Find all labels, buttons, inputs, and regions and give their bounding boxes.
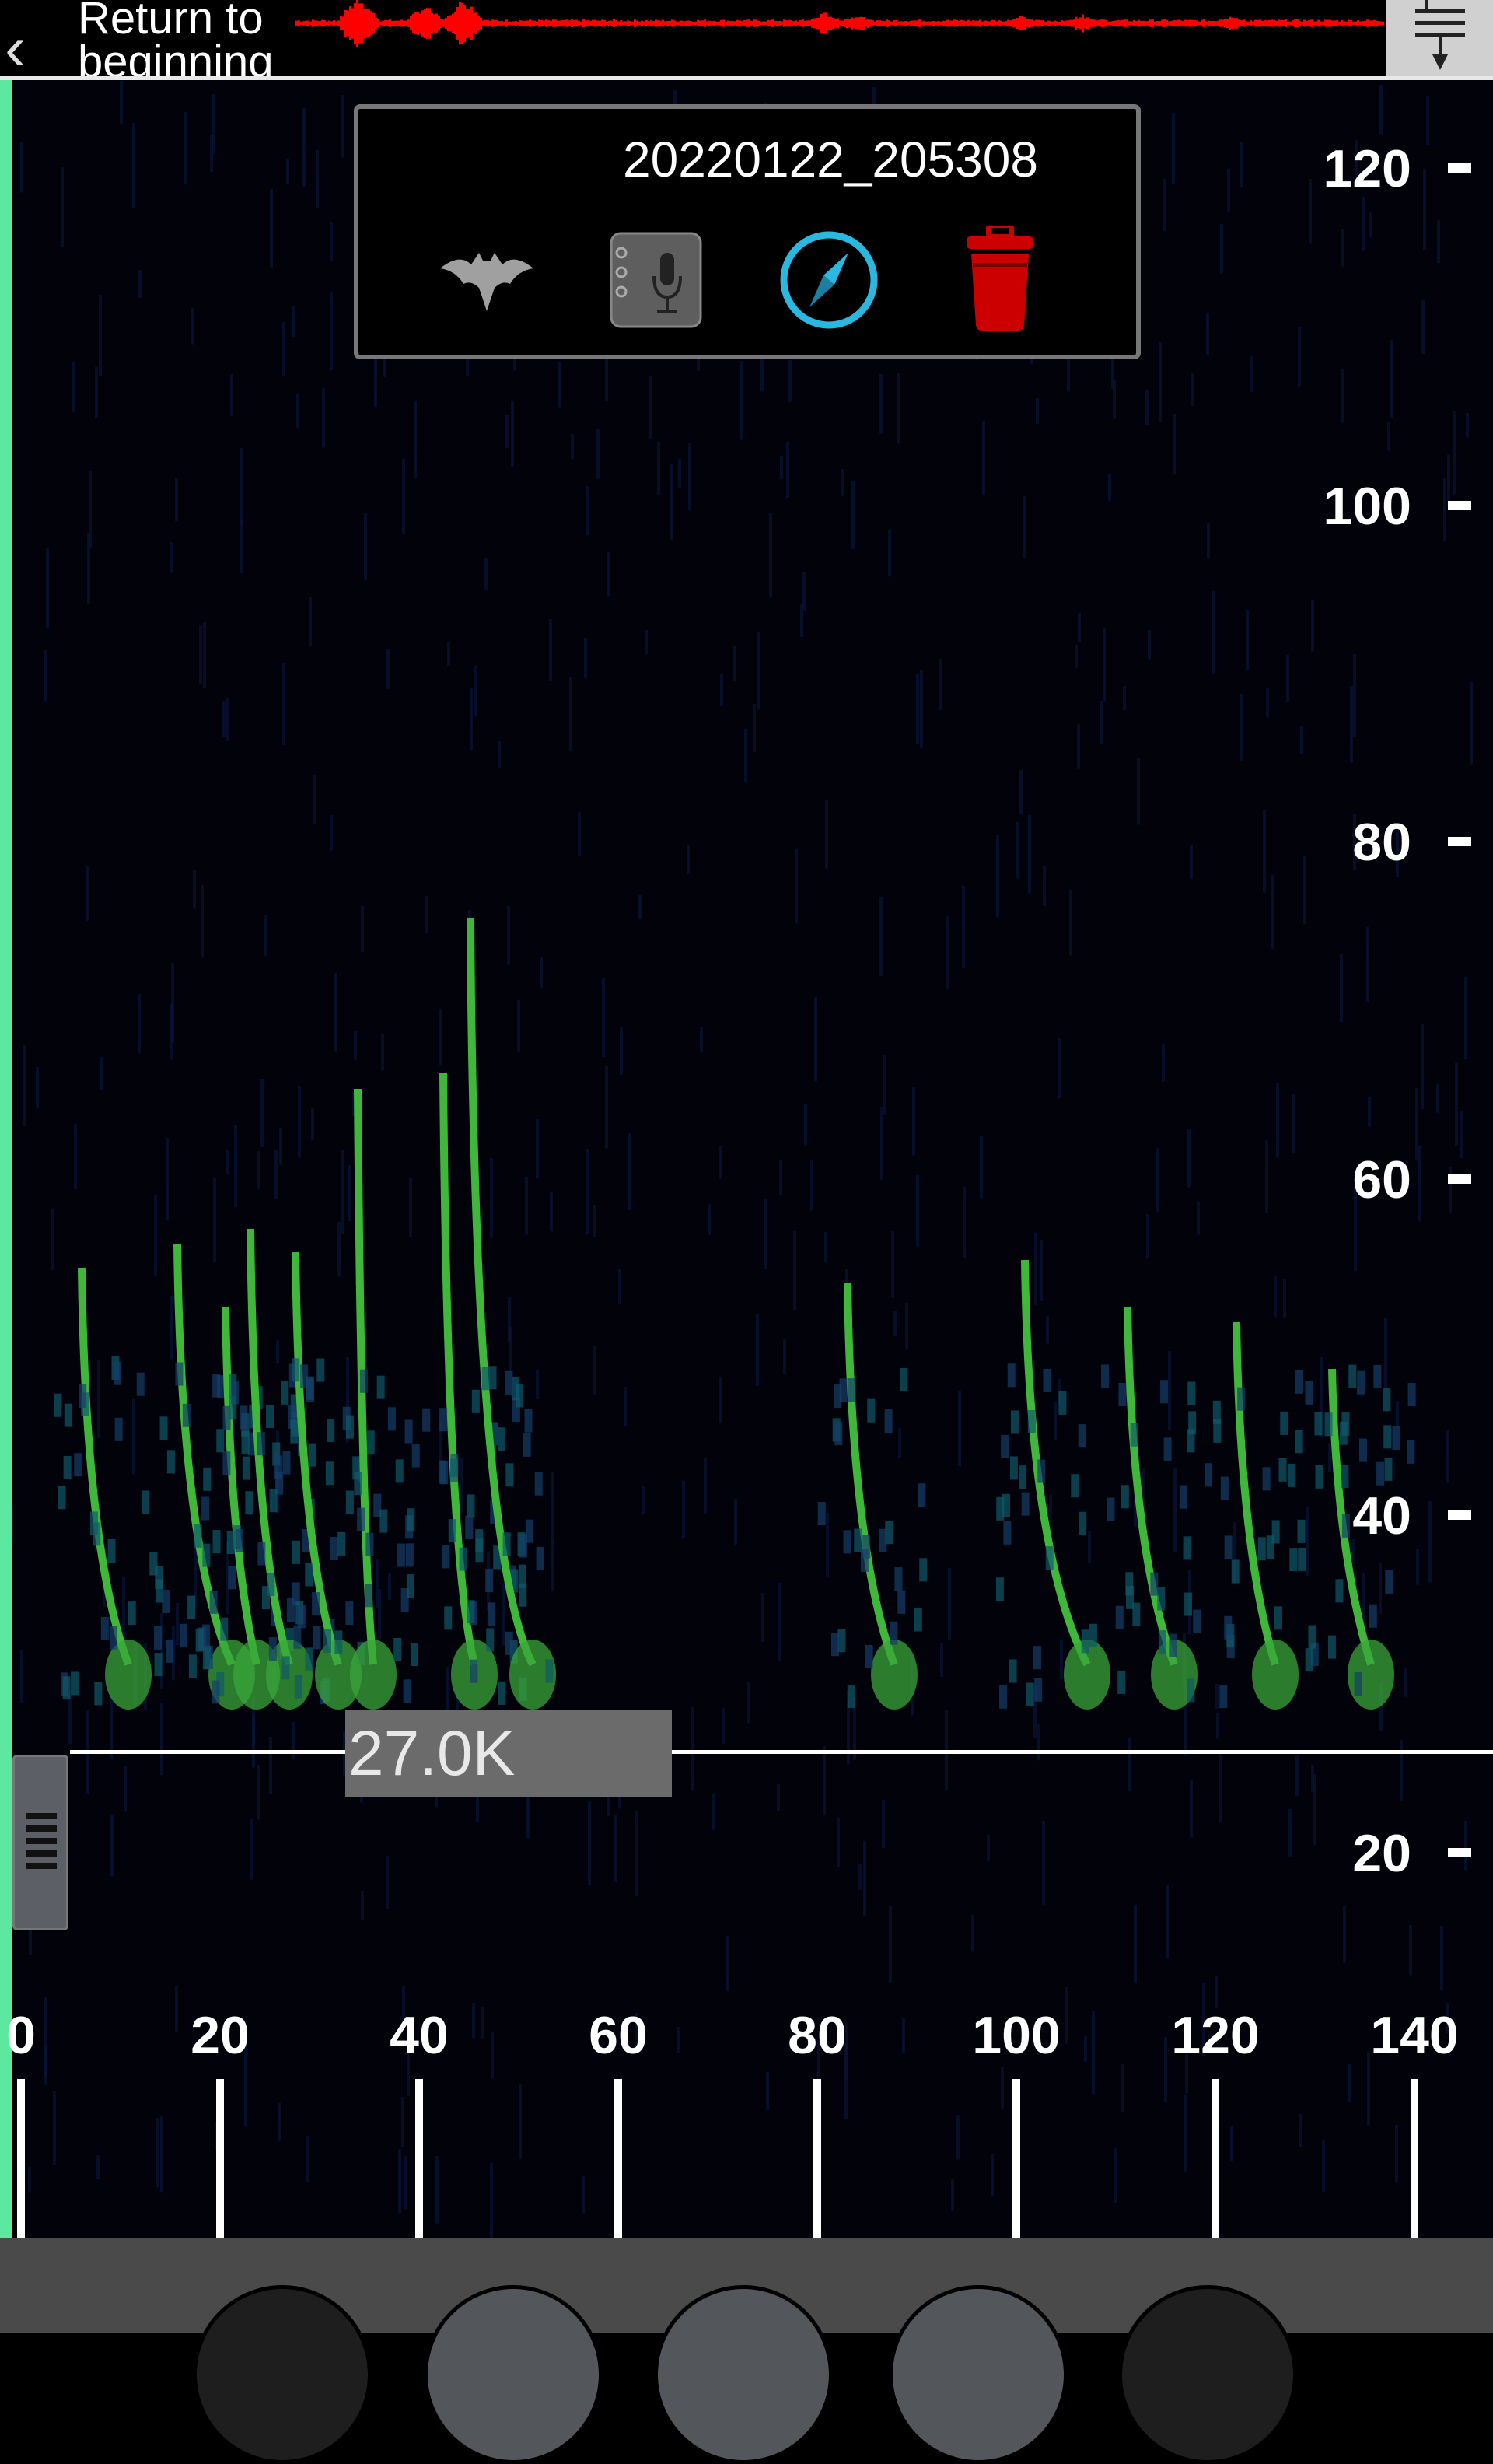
threshold-drag-handle[interactable] (12, 1755, 68, 1930)
filter-down-icon (1415, 0, 1465, 70)
x-tick-mark (614, 2079, 622, 2238)
threshold-label: 27.0K (345, 1710, 672, 1797)
x-tick-label: 140 (1370, 2006, 1459, 2065)
x-tick-label: 80 (788, 2006, 847, 2065)
x-tick-label: 40 (390, 2006, 449, 2065)
y-tick-mark (1448, 1174, 1471, 1184)
x-tick-label: 0 (6, 2006, 36, 2065)
spectrogram-view[interactable] (0, 80, 1493, 2245)
x-tick-mark (1411, 2079, 1418, 2238)
y-tick-label: 80 (1352, 813, 1411, 872)
bat-call-trace (354, 1088, 377, 1665)
x-tick-mark (1212, 2079, 1219, 2238)
x-tick-label: 20 (191, 2006, 250, 2065)
control-button-4[interactable] (889, 2285, 1068, 2464)
bat-call-trace (247, 1228, 293, 1666)
x-tick-mark (813, 2079, 821, 2238)
bat-icon (440, 253, 533, 311)
bat-call-trace (1021, 1259, 1091, 1667)
compass-icon (780, 231, 878, 329)
trash-icon (967, 223, 1033, 331)
bat-call-trace (844, 1283, 898, 1666)
bat-button[interactable] (436, 226, 537, 334)
return-label: Return to beginning (78, 0, 274, 76)
y-tick-mark (1448, 1510, 1471, 1520)
notebook-microphone-icon (610, 232, 702, 328)
y-tick-mark (1448, 163, 1471, 173)
y-tick-mark (1448, 837, 1471, 846)
x-tick-label: 120 (1171, 2006, 1260, 2065)
bat-call-trace (292, 1251, 342, 1666)
control-button-1[interactable] (193, 2285, 372, 2464)
y-tick-label: 100 (1323, 477, 1411, 536)
spectrogram-image (0, 81, 1473, 2245)
x-tick-mark (17, 2079, 25, 2238)
bat-call-trace (1233, 1321, 1279, 1666)
top-bar: ‹ Return to beginning (0, 0, 1493, 80)
delete-button[interactable] (949, 223, 1051, 334)
x-tick-mark (415, 2079, 423, 2238)
y-tick-mark (1448, 501, 1471, 510)
waveform-overview[interactable] (295, 0, 1384, 76)
recording-info-popup: 20220122_205308 (354, 104, 1141, 359)
control-button-3[interactable] (654, 2285, 833, 2464)
x-tick-mark (1012, 2079, 1020, 2238)
y-tick-label: 40 (1352, 1486, 1411, 1545)
notes-button[interactable] (607, 226, 708, 334)
bat-call-trace (222, 1306, 260, 1666)
recording-filename: 20220122_205308 (623, 131, 1038, 187)
x-tick-mark (216, 2079, 224, 2238)
x-tick-label: 100 (972, 2006, 1061, 2065)
bat-call-trace (173, 1244, 236, 1667)
location-button[interactable] (778, 226, 879, 334)
control-button-2[interactable] (424, 2285, 603, 2464)
chevron-left-icon: ‹ (5, 13, 26, 77)
bat-call-trace (467, 917, 537, 1667)
threshold-line[interactable] (70, 1750, 1493, 1754)
bat-call-trace (439, 1073, 478, 1666)
x-tick-label: 60 (589, 2006, 648, 2065)
control-button-5[interactable] (1118, 2285, 1297, 2464)
bottom-control-bar (0, 2238, 1493, 2464)
playhead-marker[interactable] (0, 80, 12, 2238)
y-tick-label: 60 (1352, 1150, 1411, 1209)
return-to-beginning-button[interactable]: ‹ Return to beginning (0, 0, 311, 76)
y-tick-label: 120 (1323, 139, 1411, 198)
filter-menu-button[interactable] (1386, 0, 1493, 76)
y-tick-label: 20 (1352, 1824, 1411, 1883)
y-tick-mark (1448, 1848, 1471, 1857)
